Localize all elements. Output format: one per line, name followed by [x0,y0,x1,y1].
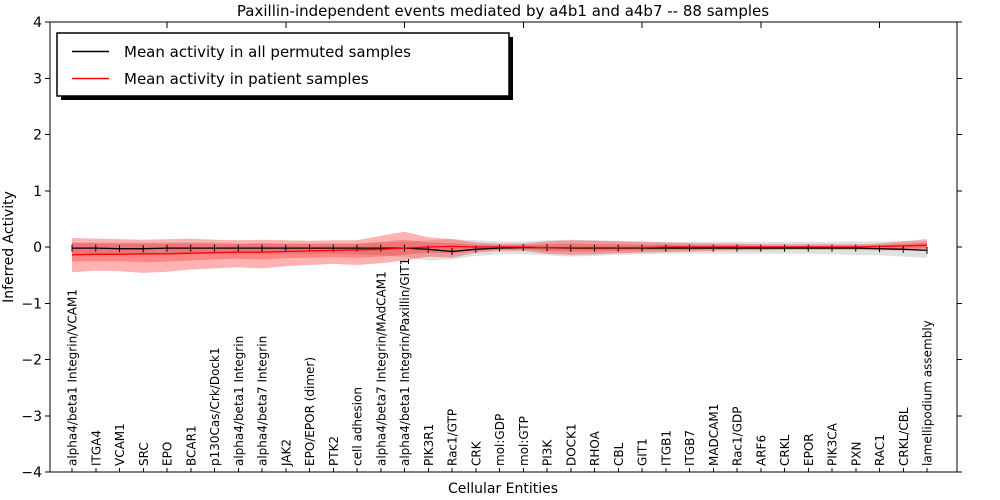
x-tick-label: mol:GTP [517,416,531,466]
x-tick-label: PIK3R1 [422,424,436,466]
x-tick-label: MADCAM1 [707,404,721,466]
x-tick-label: CRKL [778,434,792,466]
axes-layer: −4 −3 −2 −1 0 1 2 3 4 alpha4/beta1 Integrin/VCAM1… [21,15,962,481]
x-tick-label: PXN [849,442,863,466]
chart-title: Paxillin-independent events mediated by … [237,2,769,20]
x-tick-label: cell adhesion [351,387,365,466]
x-tick-label: CRKL/CBL [897,407,911,466]
x-tick-label: alpha4/beta7 Integrin [256,336,270,466]
x-tick-label: Rac1/GTP [446,409,460,466]
legend-label-permuted: Mean activity in all permuted samples [124,43,411,61]
x-tick-label: EPO [161,442,175,466]
x-tick-label: CRK [469,440,483,466]
x-tick-label: Rac1/GDP [731,407,745,466]
x-tick-label: alpha4/beta1 Integrin [232,336,246,466]
x-tick-label: BCAR1 [184,425,198,466]
y-tick-label: −4 [21,465,42,481]
x-tick-label: ITGB7 [683,430,697,466]
x-tick-label: CBL [612,442,626,466]
y-axis-title: Inferred Activity [1,191,17,303]
x-tick-label: SRC [137,442,151,466]
y-tick-label: −1 [21,296,42,312]
x-tick-label: alpha4/beta1 Integrin/VCAM1 [66,289,80,466]
x-axis-title: Cellular Entities [448,481,558,497]
y-tick-label: 3 [33,71,42,87]
x-tick-label: GIT1 [636,438,650,466]
legend: Mean activity in all permuted samples Me… [56,32,513,100]
x-tick-label: ITGA4 [89,430,103,466]
x-tick-label: p130Cas/Crk/Dock1 [208,347,222,466]
x-tick-label: PI3K [541,439,555,466]
x-tick-label: PIK3CA [826,422,840,466]
y-tick-label: 4 [33,15,42,31]
x-tick-label: alpha4/beta7 Integrin/MAdCAM1 [374,271,388,466]
band-patient-samples-range-outer [72,231,927,273]
x-tick-label: RHOA [588,430,602,466]
y-tick-label: 1 [33,184,42,200]
x-tick-label: RAC1 [873,434,887,466]
x-tick-label: DOCK1 [564,423,578,466]
y-tick-label: 0 [33,240,42,256]
series-line-patient [71,244,928,256]
y-tick-label: 2 [33,128,42,144]
x-tick-label: VCAM1 [113,423,127,466]
x-tick-label: PTK2 [327,436,341,466]
y-tick-label: −3 [21,409,42,425]
legend-label-patient: Mean activity in patient samples [124,70,369,88]
x-tick-label: EPOR [802,433,816,466]
x-tick-label: EPO/EPOR (dimer) [303,357,317,466]
legend-box [56,32,510,97]
plot-frame [49,21,958,473]
x-tick-label: ARF6 [754,435,768,466]
x-tick-label: JAK2 [279,439,293,467]
x-tick-label: ITGB1 [659,430,673,466]
series-layer [71,244,928,256]
x-tick-label: alpha4/beta1 Integrin/Paxillin/GIT1 [398,258,412,466]
x-tick-label: mol:GDP [493,414,507,466]
x-tick-label: lamellipodium assembly [921,320,935,466]
y-tick-label: −2 [21,353,42,369]
